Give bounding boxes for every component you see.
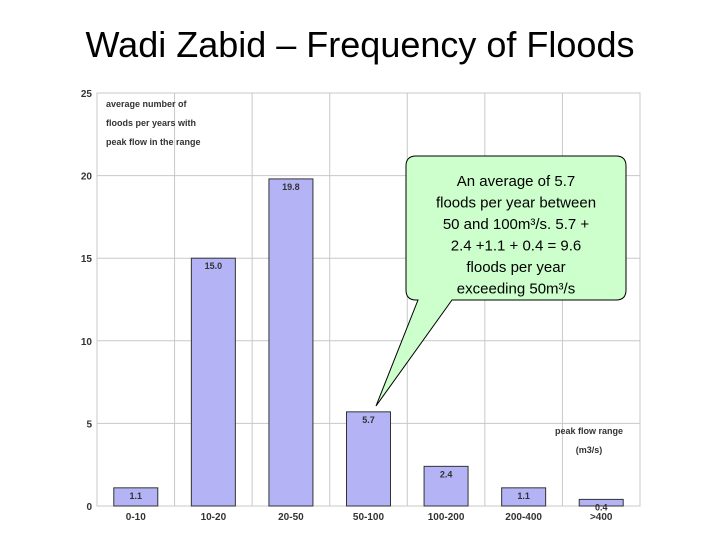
x-category-label: 0-10 xyxy=(126,512,146,523)
bar xyxy=(113,487,159,507)
y-tick-label: 5 xyxy=(86,419,92,430)
bar xyxy=(423,465,469,507)
bar-value-label: 15.0 xyxy=(205,261,223,271)
y-tick-label: 20 xyxy=(81,172,93,183)
bar-value-label: 0.4 xyxy=(595,502,608,512)
chart-bars xyxy=(113,178,624,507)
x-axis-note-line: peak flow range xyxy=(555,426,623,436)
x-category-label: 100-200 xyxy=(428,512,465,523)
y-axis-note-line: peak flow in the range xyxy=(106,137,201,147)
y-tick-label: 10 xyxy=(81,337,93,348)
bar-value-label: 5.7 xyxy=(362,415,375,425)
callout-text-line: 2.4 +1.1 + 0.4 = 9.6 xyxy=(451,238,582,255)
bar xyxy=(346,411,391,507)
x-category-label: 200-400 xyxy=(505,512,542,523)
x-category-label: 50-100 xyxy=(353,512,385,523)
bar-value-label: 1.1 xyxy=(130,491,143,501)
bar xyxy=(578,498,624,507)
callout-text-line: An average of 5.7 xyxy=(457,173,575,190)
callout-text-line: exceeding 50m³/s xyxy=(457,281,575,298)
x-axis-note-line: (m3/s) xyxy=(576,445,603,455)
callout: An average of 5.7 floods per year between… xyxy=(375,155,627,407)
chart-labels: 0 5 10 15 20 25 1.1 0-10 15.0 10-20 19.8 20-50 5.7 50… xyxy=(81,89,613,523)
callout-bubble xyxy=(375,155,627,407)
callout-text-line: floods per year between xyxy=(436,195,596,212)
y-axis-note-line: floods per years with xyxy=(106,118,196,128)
callout-text-line: 50 and 100m³/s. 5.7 + xyxy=(443,216,590,233)
bar xyxy=(268,178,314,507)
y-tick-label: 25 xyxy=(81,89,93,100)
slide-title: Wadi Zabid – Frequency of Floods xyxy=(85,24,635,65)
x-category-label: >400 xyxy=(590,512,613,523)
y-axis-note-line: average number of xyxy=(106,99,188,109)
callout-text-line: floods per year xyxy=(466,259,565,276)
bar xyxy=(501,487,547,507)
bar-value-label: 19.8 xyxy=(282,182,300,192)
bar xyxy=(190,257,236,507)
bar-value-label: 2.4 xyxy=(440,469,453,479)
x-category-label: 10-20 xyxy=(201,512,227,523)
y-tick-label: 0 xyxy=(86,502,92,513)
x-category-label: 20-50 xyxy=(278,512,304,523)
y-tick-label: 15 xyxy=(81,254,93,265)
chart-notes: average number of floods per years with pe… xyxy=(106,99,623,455)
bar-value-label: 1.1 xyxy=(517,491,530,501)
